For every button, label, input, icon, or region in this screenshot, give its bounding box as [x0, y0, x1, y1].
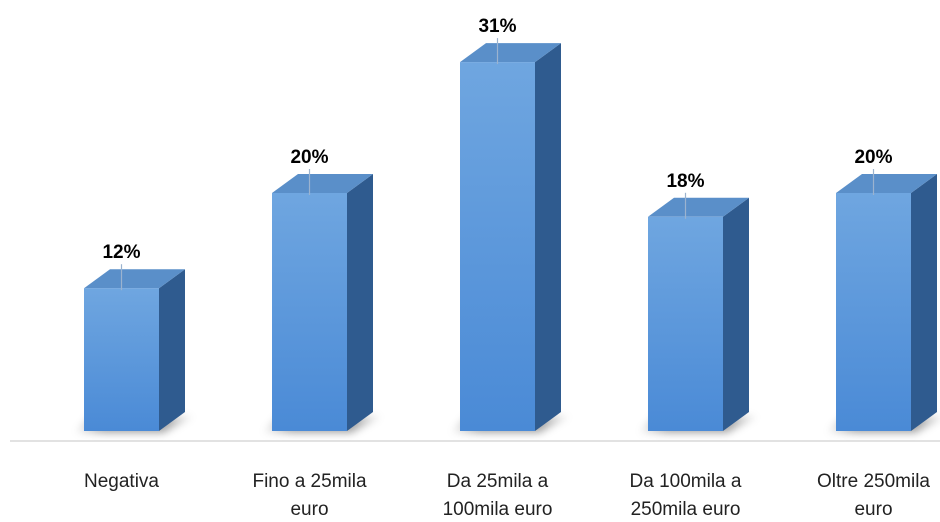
bar [648, 216, 723, 431]
data-label: 18% [666, 171, 704, 192]
bar [272, 193, 347, 431]
category-label: Da 25mila a 100mila euro [443, 471, 553, 520]
data-label: 31% [478, 16, 516, 37]
bar-side [347, 174, 373, 431]
data-label: 12% [102, 242, 140, 263]
category-label: Fino a 25mila euro [252, 471, 366, 520]
category-label: Da 100mila a 250mila euro [630, 471, 742, 520]
category-label: Negativa [84, 471, 159, 492]
bar-side [159, 269, 185, 431]
bar-side [911, 174, 937, 431]
bar [460, 62, 535, 431]
bar-side [723, 197, 749, 431]
category-label: Oltre 250mila euro [817, 471, 930, 520]
bar-top [84, 269, 185, 289]
bar [836, 193, 911, 431]
bar-top [272, 174, 373, 193]
data-label: 20% [290, 147, 328, 168]
data-label: 20% [854, 147, 892, 168]
bar-side [535, 43, 561, 431]
bar-top [648, 197, 749, 217]
bar [84, 288, 159, 431]
bar-top [836, 174, 937, 193]
bar-top [460, 43, 561, 63]
